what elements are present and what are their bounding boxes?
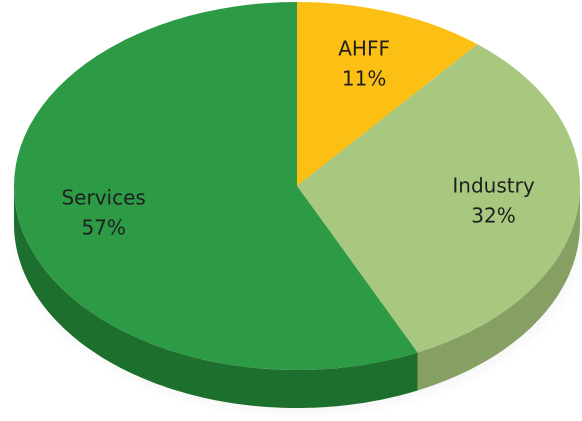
slice-value-label: 32% — [471, 204, 515, 228]
slice — [14, 2, 418, 370]
slice — [297, 44, 581, 353]
slice-value-label: 11% — [342, 66, 386, 90]
slice-value-label: 57% — [81, 216, 125, 240]
slice-side — [417, 186, 580, 391]
slice-label: Industry — [452, 174, 534, 198]
slice — [297, 2, 478, 186]
slice-label: AHFF — [338, 36, 390, 60]
slice-side — [14, 186, 418, 408]
slice-label: Services — [61, 186, 145, 210]
